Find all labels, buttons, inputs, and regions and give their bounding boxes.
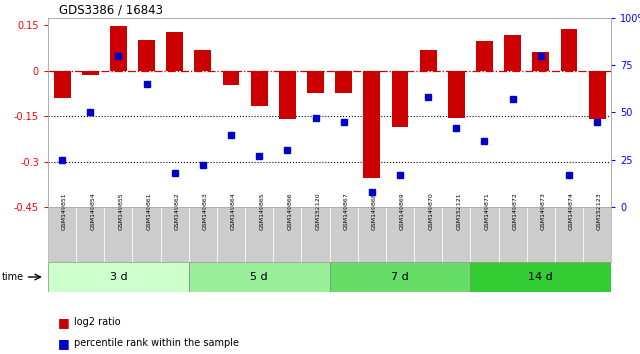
Bar [110,26,127,71]
Bar [414,207,442,262]
Bar [195,50,211,71]
Text: GSM149867: GSM149867 [344,193,349,230]
Text: 5 d: 5 d [250,272,268,282]
Text: GSM149868: GSM149868 [372,193,377,230]
Bar [76,207,104,262]
Bar [138,40,155,71]
Text: log2 ratio: log2 ratio [74,317,120,327]
Text: 7 d: 7 d [391,272,409,282]
Text: GSM152121: GSM152121 [456,193,461,230]
Bar [335,71,352,93]
Bar [245,207,273,262]
Bar [583,207,611,262]
Text: GSM149855: GSM149855 [118,193,124,230]
Text: GSM149869: GSM149869 [400,193,405,230]
Text: GSM149874: GSM149874 [569,193,574,230]
Bar [189,262,330,292]
Text: ■: ■ [58,337,69,350]
Bar [132,207,161,262]
Bar [470,262,611,292]
Text: GSM149854: GSM149854 [90,193,95,230]
Bar [251,71,268,107]
Bar [82,71,99,75]
Text: time: time [2,272,24,282]
Bar [589,71,605,119]
Bar [392,71,408,127]
Text: GSM149871: GSM149871 [484,193,490,230]
Bar [364,71,380,178]
Text: GSM149873: GSM149873 [541,193,546,230]
Text: GSM149870: GSM149870 [428,193,433,230]
Text: GSM149861: GSM149861 [147,193,152,230]
Text: percentile rank within the sample: percentile rank within the sample [74,338,239,348]
Text: GSM149863: GSM149863 [203,193,208,230]
Bar [48,207,76,262]
Bar [420,50,436,71]
Bar [561,29,577,71]
Bar [442,207,470,262]
Text: 14 d: 14 d [529,272,553,282]
Bar [301,207,330,262]
Text: ■: ■ [58,316,69,329]
Bar [54,71,70,98]
Bar [499,207,527,262]
Text: GSM149862: GSM149862 [175,193,180,230]
Text: GSM149872: GSM149872 [513,193,518,230]
Text: GSM149866: GSM149866 [287,193,292,230]
Bar [273,207,301,262]
Bar [386,207,414,262]
Text: GDS3386 / 16843: GDS3386 / 16843 [60,4,163,17]
Text: GSM152120: GSM152120 [316,193,321,230]
Bar [527,207,555,262]
Bar [104,207,132,262]
Bar [448,71,465,118]
Bar [161,207,189,262]
Bar [476,41,493,71]
Bar [330,262,470,292]
Bar [48,262,189,292]
Text: GSM152123: GSM152123 [597,193,602,230]
Bar [166,32,183,71]
Bar [189,207,217,262]
Bar [217,207,245,262]
Text: GSM149851: GSM149851 [62,193,67,230]
Text: 3 d: 3 d [109,272,127,282]
Bar [555,207,583,262]
Text: GSM149865: GSM149865 [259,193,264,230]
Bar [307,71,324,93]
Text: GSM149864: GSM149864 [231,193,236,230]
Bar [330,207,358,262]
Bar [532,52,549,71]
Bar [279,71,296,119]
Bar [470,207,499,262]
Bar [223,71,239,85]
Bar [504,35,521,71]
Bar [358,207,386,262]
